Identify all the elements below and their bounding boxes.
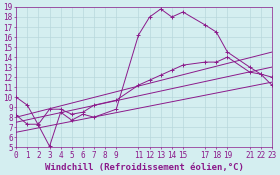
X-axis label: Windchill (Refroidissement éolien,°C): Windchill (Refroidissement éolien,°C): [45, 163, 244, 172]
